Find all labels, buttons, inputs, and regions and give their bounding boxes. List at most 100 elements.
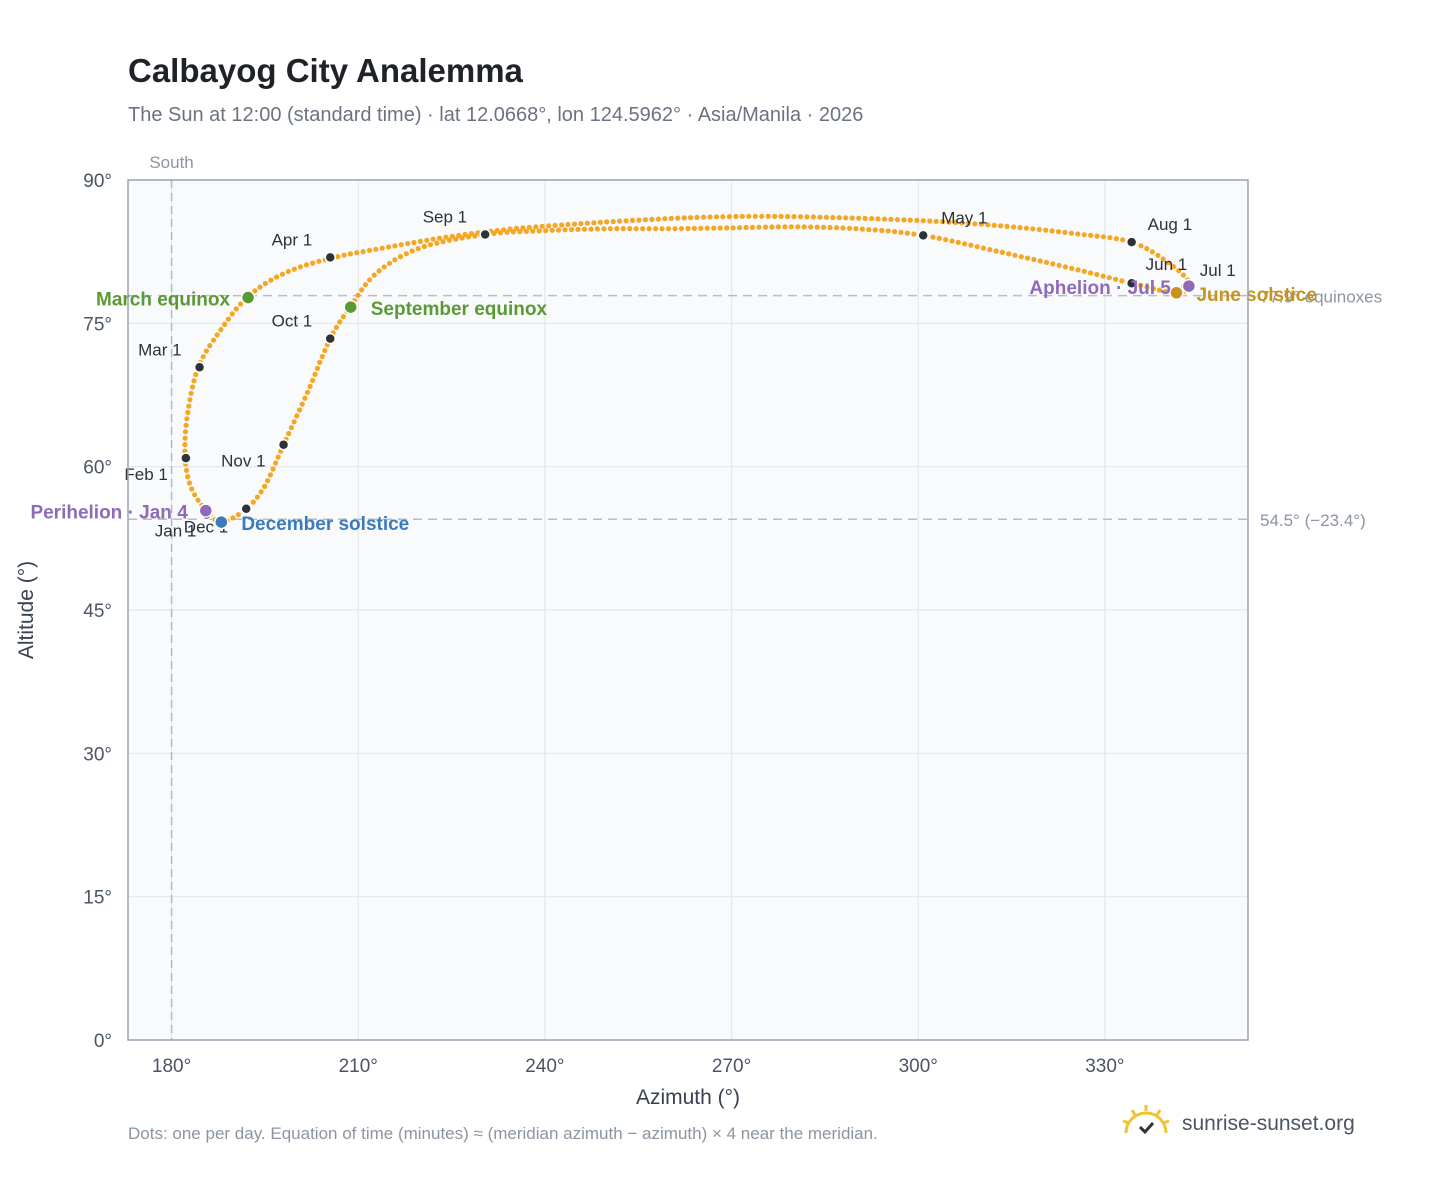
x-tick-label: 180° xyxy=(152,1056,191,1077)
daily-sun-dot xyxy=(588,226,594,232)
daily-sun-dot xyxy=(195,497,201,503)
daily-sun-dot xyxy=(978,221,984,227)
daily-sun-dot xyxy=(381,264,387,270)
daily-sun-dot xyxy=(856,215,862,221)
daily-sun-dot xyxy=(530,228,536,234)
daily-sun-dot xyxy=(1165,260,1171,266)
month-marker-label: Jul 1 xyxy=(1200,261,1236,280)
daily-sun-dot xyxy=(821,224,827,230)
daily-sun-dot xyxy=(403,251,409,257)
daily-sun-dot xyxy=(252,288,258,294)
daily-sun-dot xyxy=(359,287,365,293)
daily-sun-dot xyxy=(235,511,241,518)
daily-sun-dot xyxy=(286,430,292,437)
daily-sun-dot xyxy=(972,221,978,227)
month-marker-label: Mar 1 xyxy=(138,340,181,359)
daily-sun-dot xyxy=(333,324,339,330)
daily-sun-dot xyxy=(312,371,318,377)
daily-sun-dot xyxy=(987,247,993,253)
daily-sun-dot xyxy=(187,397,193,403)
daily-sun-dot xyxy=(188,390,194,396)
daily-sun-dot xyxy=(304,389,311,395)
daily-sun-dot xyxy=(991,222,997,228)
daily-sun-dot xyxy=(797,214,804,220)
daily-sun-dot xyxy=(427,242,434,248)
daily-sun-dot xyxy=(267,472,273,478)
daily-sun-dot xyxy=(373,246,379,252)
daily-sun-dot xyxy=(379,245,385,251)
daily-sun-dot xyxy=(1106,275,1112,281)
reference-line-label: 77.9° equinoxes xyxy=(1260,288,1382,307)
daily-sun-dot xyxy=(707,214,713,220)
daily-sun-dot xyxy=(497,230,504,236)
daily-sun-dot xyxy=(584,220,591,226)
daily-sun-dot xyxy=(881,216,888,222)
daily-sun-dot xyxy=(911,231,917,237)
daily-sun-dot xyxy=(520,225,526,231)
daily-sun-dot xyxy=(814,224,820,230)
y-tick-label: 0° xyxy=(94,1031,112,1052)
daily-sun-dot xyxy=(808,224,814,230)
daily-sun-dot xyxy=(1055,229,1062,235)
daily-sun-dot xyxy=(752,213,758,219)
daily-sun-dot xyxy=(791,214,797,220)
daily-sun-dot xyxy=(440,239,446,245)
event-marker xyxy=(214,514,229,530)
daily-sun-dot xyxy=(193,371,199,378)
daily-sun-dot xyxy=(230,515,236,521)
event-marker xyxy=(198,503,214,518)
daily-sun-dot xyxy=(720,214,726,220)
daily-sun-dot xyxy=(1004,223,1010,229)
daily-sun-dot xyxy=(1087,270,1094,276)
daily-sun-dot xyxy=(756,224,762,230)
daily-sun-dot xyxy=(730,225,736,231)
daily-sun-dot xyxy=(1025,255,1031,261)
daily-sun-dot xyxy=(620,226,626,232)
daily-sun-dot xyxy=(254,494,260,500)
daily-sun-dot xyxy=(904,230,911,236)
daily-sun-dot xyxy=(510,229,516,235)
month-marker xyxy=(277,438,290,451)
daily-sun-dot xyxy=(533,224,539,230)
daily-sun-dot xyxy=(513,225,520,231)
daily-sun-dot xyxy=(1100,273,1106,279)
daily-sun-dot xyxy=(362,282,369,288)
daily-sun-dot xyxy=(214,332,220,338)
event-label: September equinox xyxy=(371,299,548,320)
daily-sun-dot xyxy=(772,213,778,219)
brand[interactable]: sunrise-sunset.org xyxy=(1120,1103,1355,1144)
daily-sun-dot xyxy=(640,226,646,232)
daily-sun-dot xyxy=(347,251,353,257)
daily-sun-dot xyxy=(1062,264,1068,270)
daily-sun-dot xyxy=(834,225,840,231)
daily-sun-dot xyxy=(1049,228,1055,234)
daily-sun-dot xyxy=(565,221,571,228)
daily-sun-dot xyxy=(186,480,192,486)
daily-sun-dot xyxy=(314,365,320,371)
daily-sun-dot xyxy=(386,260,393,266)
daily-sun-dot xyxy=(694,214,700,220)
footnote: Dots: one per day. Equation of time (min… xyxy=(128,1124,878,1143)
daily-sun-dot xyxy=(291,266,297,272)
daily-sun-dot xyxy=(238,301,244,307)
daily-sun-dot xyxy=(185,474,191,480)
daily-sun-dot xyxy=(571,221,578,227)
x-axis-label: Azimuth (°) xyxy=(636,1086,740,1109)
daily-sun-dot xyxy=(250,499,256,505)
daily-sun-dot xyxy=(367,277,373,283)
month-marker-label: May 1 xyxy=(941,208,987,227)
daily-sun-dot xyxy=(360,249,366,255)
axes: 180° 210° 240° 270° 300° 330° 0° 15° 30° 45° 60° 75… xyxy=(15,153,1125,1109)
y-tick-label: 75° xyxy=(83,314,112,335)
daily-sun-dot xyxy=(655,216,662,222)
daily-sun-dot xyxy=(685,225,691,232)
daily-sun-dot xyxy=(879,227,885,234)
daily-sun-dot xyxy=(337,319,343,325)
month-marker xyxy=(1125,236,1138,248)
daily-sun-dot xyxy=(775,224,782,230)
daily-sun-dot xyxy=(1155,252,1161,258)
event-label: December solstice xyxy=(241,514,409,535)
daily-sun-dot xyxy=(536,228,542,234)
daily-sun-dot xyxy=(270,466,276,472)
